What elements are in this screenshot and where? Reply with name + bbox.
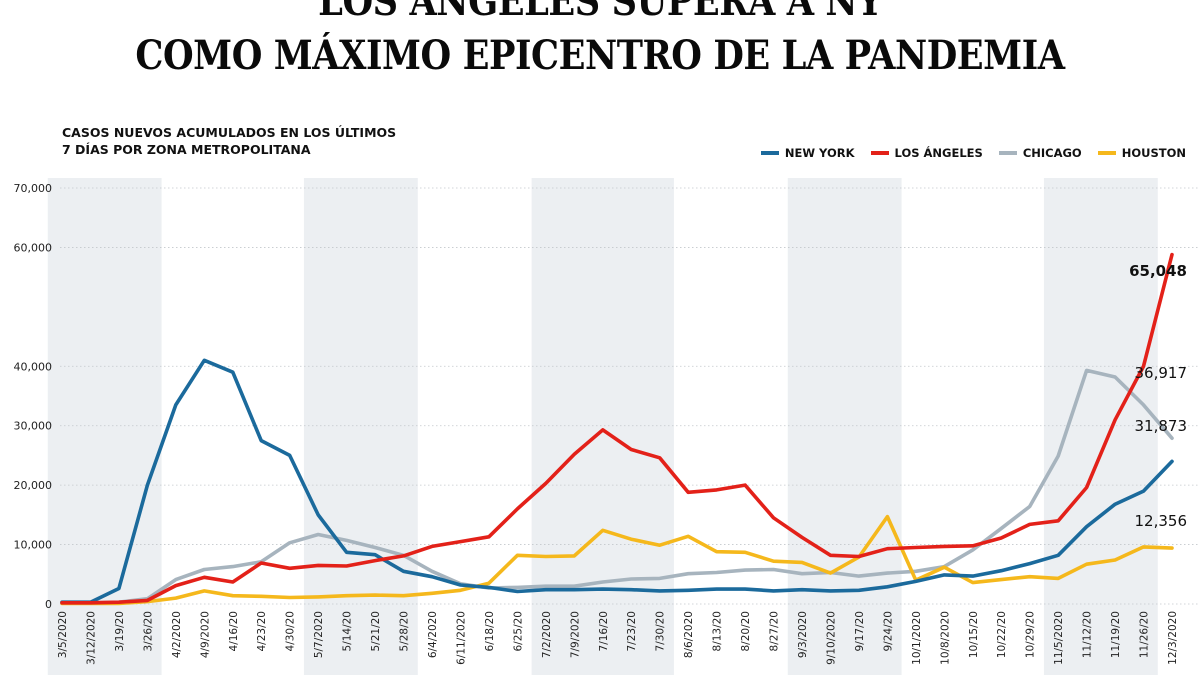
legend-item-new-york: NEW YORK [760,146,855,160]
x-tick-label-30: 10/1/2020 [911,611,923,665]
chart-subtitle-line-2: 7 DÍAS POR ZONA METROPOLITANA [62,142,311,157]
end-label-houston: 12,356 [1135,512,1188,530]
x-tick-label-26: 9/3/2020 [797,611,809,658]
x-tick-label-23: 8/13/20 [712,611,724,651]
x-tick-label-29: 9/24/20 [882,611,894,651]
x-tick-label-12: 5/28/20 [399,611,411,651]
series-line-chicago [60,368,1174,605]
x-tick-label-5: 4/9/2020 [199,611,211,658]
shaded-band-1 [303,178,418,675]
series-lines [60,252,1174,606]
legend-label-los-angeles: LOS ÁNGELES [894,146,983,160]
x-tick-label-14: 6/11/2020 [455,611,467,665]
shaded-band-4 [1043,178,1158,675]
legend-swatch-houston [1097,151,1116,155]
x-tick-label-32: 10/15/20 [968,611,980,658]
legend-item-chicago: CHICAGO [998,146,1082,160]
x-tick-label-13: 6/4/2020 [427,611,439,658]
end-labels: 65,048 36,917 31,873 12,356 [1129,262,1187,530]
x-tick-label-6: 4/16/20 [228,611,240,651]
x-tick-label-21: 7/30/20 [655,611,667,651]
series-line-new-york [60,358,1174,605]
legend-item-los-angeles: LOS ÁNGELES [870,146,983,160]
x-tick-label-11: 5/21/20 [370,611,382,651]
grid-lines [60,187,1198,605]
x-tick-label-8: 4/30/20 [285,611,297,651]
x-tick-label-15: 6/18/20 [484,611,496,651]
y-axis: 0 10,000 20,000 30,000 40,000 60,000 70,000 [14,182,53,611]
shaded-bands [47,178,1158,675]
x-tick-label-3: 3/26/20 [142,611,154,651]
legend-swatch-new-york [760,151,779,155]
series-line-los-ngeles [60,252,1174,605]
x-tick-label-4: 4/2/2020 [171,611,183,658]
x-tick-label-34: 10/29/20 [1025,611,1037,658]
y-tick-label-40000: 40,000 [14,360,53,373]
x-tick-label-16: 6/25/20 [512,611,524,651]
headline-line-2: COMO MÁXIMO EPICENTRO DE LA PANDEMIA [135,32,1065,79]
x-tick-label-10: 5/14/20 [342,611,354,651]
x-tick-label-36: 11/12/20 [1082,611,1094,658]
y-tick-label-10000: 10,000 [14,539,53,552]
x-tick-label-27: 9/10/2020 [825,611,837,665]
legend-label-chicago: CHICAGO [1022,146,1082,160]
x-tick-label-38: 11/26/20 [1139,611,1151,658]
y-tick-label-0: 0 [45,598,52,611]
legend-label-houston: HOUSTON [1121,146,1186,160]
x-tick-label-33: 10/22/20 [996,611,1008,658]
x-tick-label-37: 11/19/20 [1110,611,1122,658]
x-tick-label-7: 4/23/20 [256,611,268,651]
x-axis: 3/5/2020 3/12/2020 3/19/20 3/26/20 4/2/2020 4… [57,611,1179,665]
x-tick-label-31: 10/8/2020 [939,611,951,665]
x-tick-label-24: 8/20/20 [740,611,752,651]
shaded-band-3 [787,178,902,675]
end-label-new-york: 31,873 [1135,417,1188,435]
legend-label-new-york: NEW YORK [784,146,855,160]
x-tick-label-2: 3/19/20 [114,611,126,651]
x-tick-label-20: 7/23/20 [626,611,638,651]
x-tick-label-39: 12/3/2020 [1167,611,1179,665]
chart-legend: NEW YORK LOS ÁNGELES CHICAGO HOUSTON [760,146,1186,160]
x-tick-label-17: 7/2/2020 [541,611,553,658]
x-tick-label-19: 7/16/20 [598,611,610,651]
end-label-chicago: 36,917 [1135,364,1188,382]
x-tick-label-25: 8/27/20 [769,611,781,651]
y-tick-label-30000: 30,000 [14,420,53,433]
x-tick-label-35: 11/5/2020 [1053,611,1065,665]
chart-subtitle-line-1: CASOS NUEVOS ACUMULADOS EN LOS ÚLTIMOS [62,125,397,140]
y-tick-label-20000: 20,000 [14,479,53,492]
end-label-los-ngeles: 65,048 [1129,262,1187,280]
legend-item-houston: HOUSTON [1097,146,1186,160]
legend-swatch-los-angeles [870,151,889,155]
headline-line-1: LOS ÁNGELES SUPERA A NY [318,0,882,25]
x-tick-label-22: 8/6/2020 [683,611,695,658]
shaded-band-0 [47,178,162,675]
y-tick-label-70000: 70,000 [14,182,53,195]
x-tick-label-0: 3/5/2020 [57,611,69,658]
legend-swatch-chicago [998,151,1017,155]
x-tick-label-1: 3/12/2020 [85,611,97,665]
x-tick-label-9: 5/7/2020 [313,611,325,658]
y-tick-label-60000: 60,000 [14,241,53,254]
shaded-band-2 [531,178,674,675]
x-tick-label-28: 9/17/20 [854,611,866,651]
series-line-houston [60,514,1174,606]
x-tick-label-18: 7/9/2020 [569,611,581,658]
